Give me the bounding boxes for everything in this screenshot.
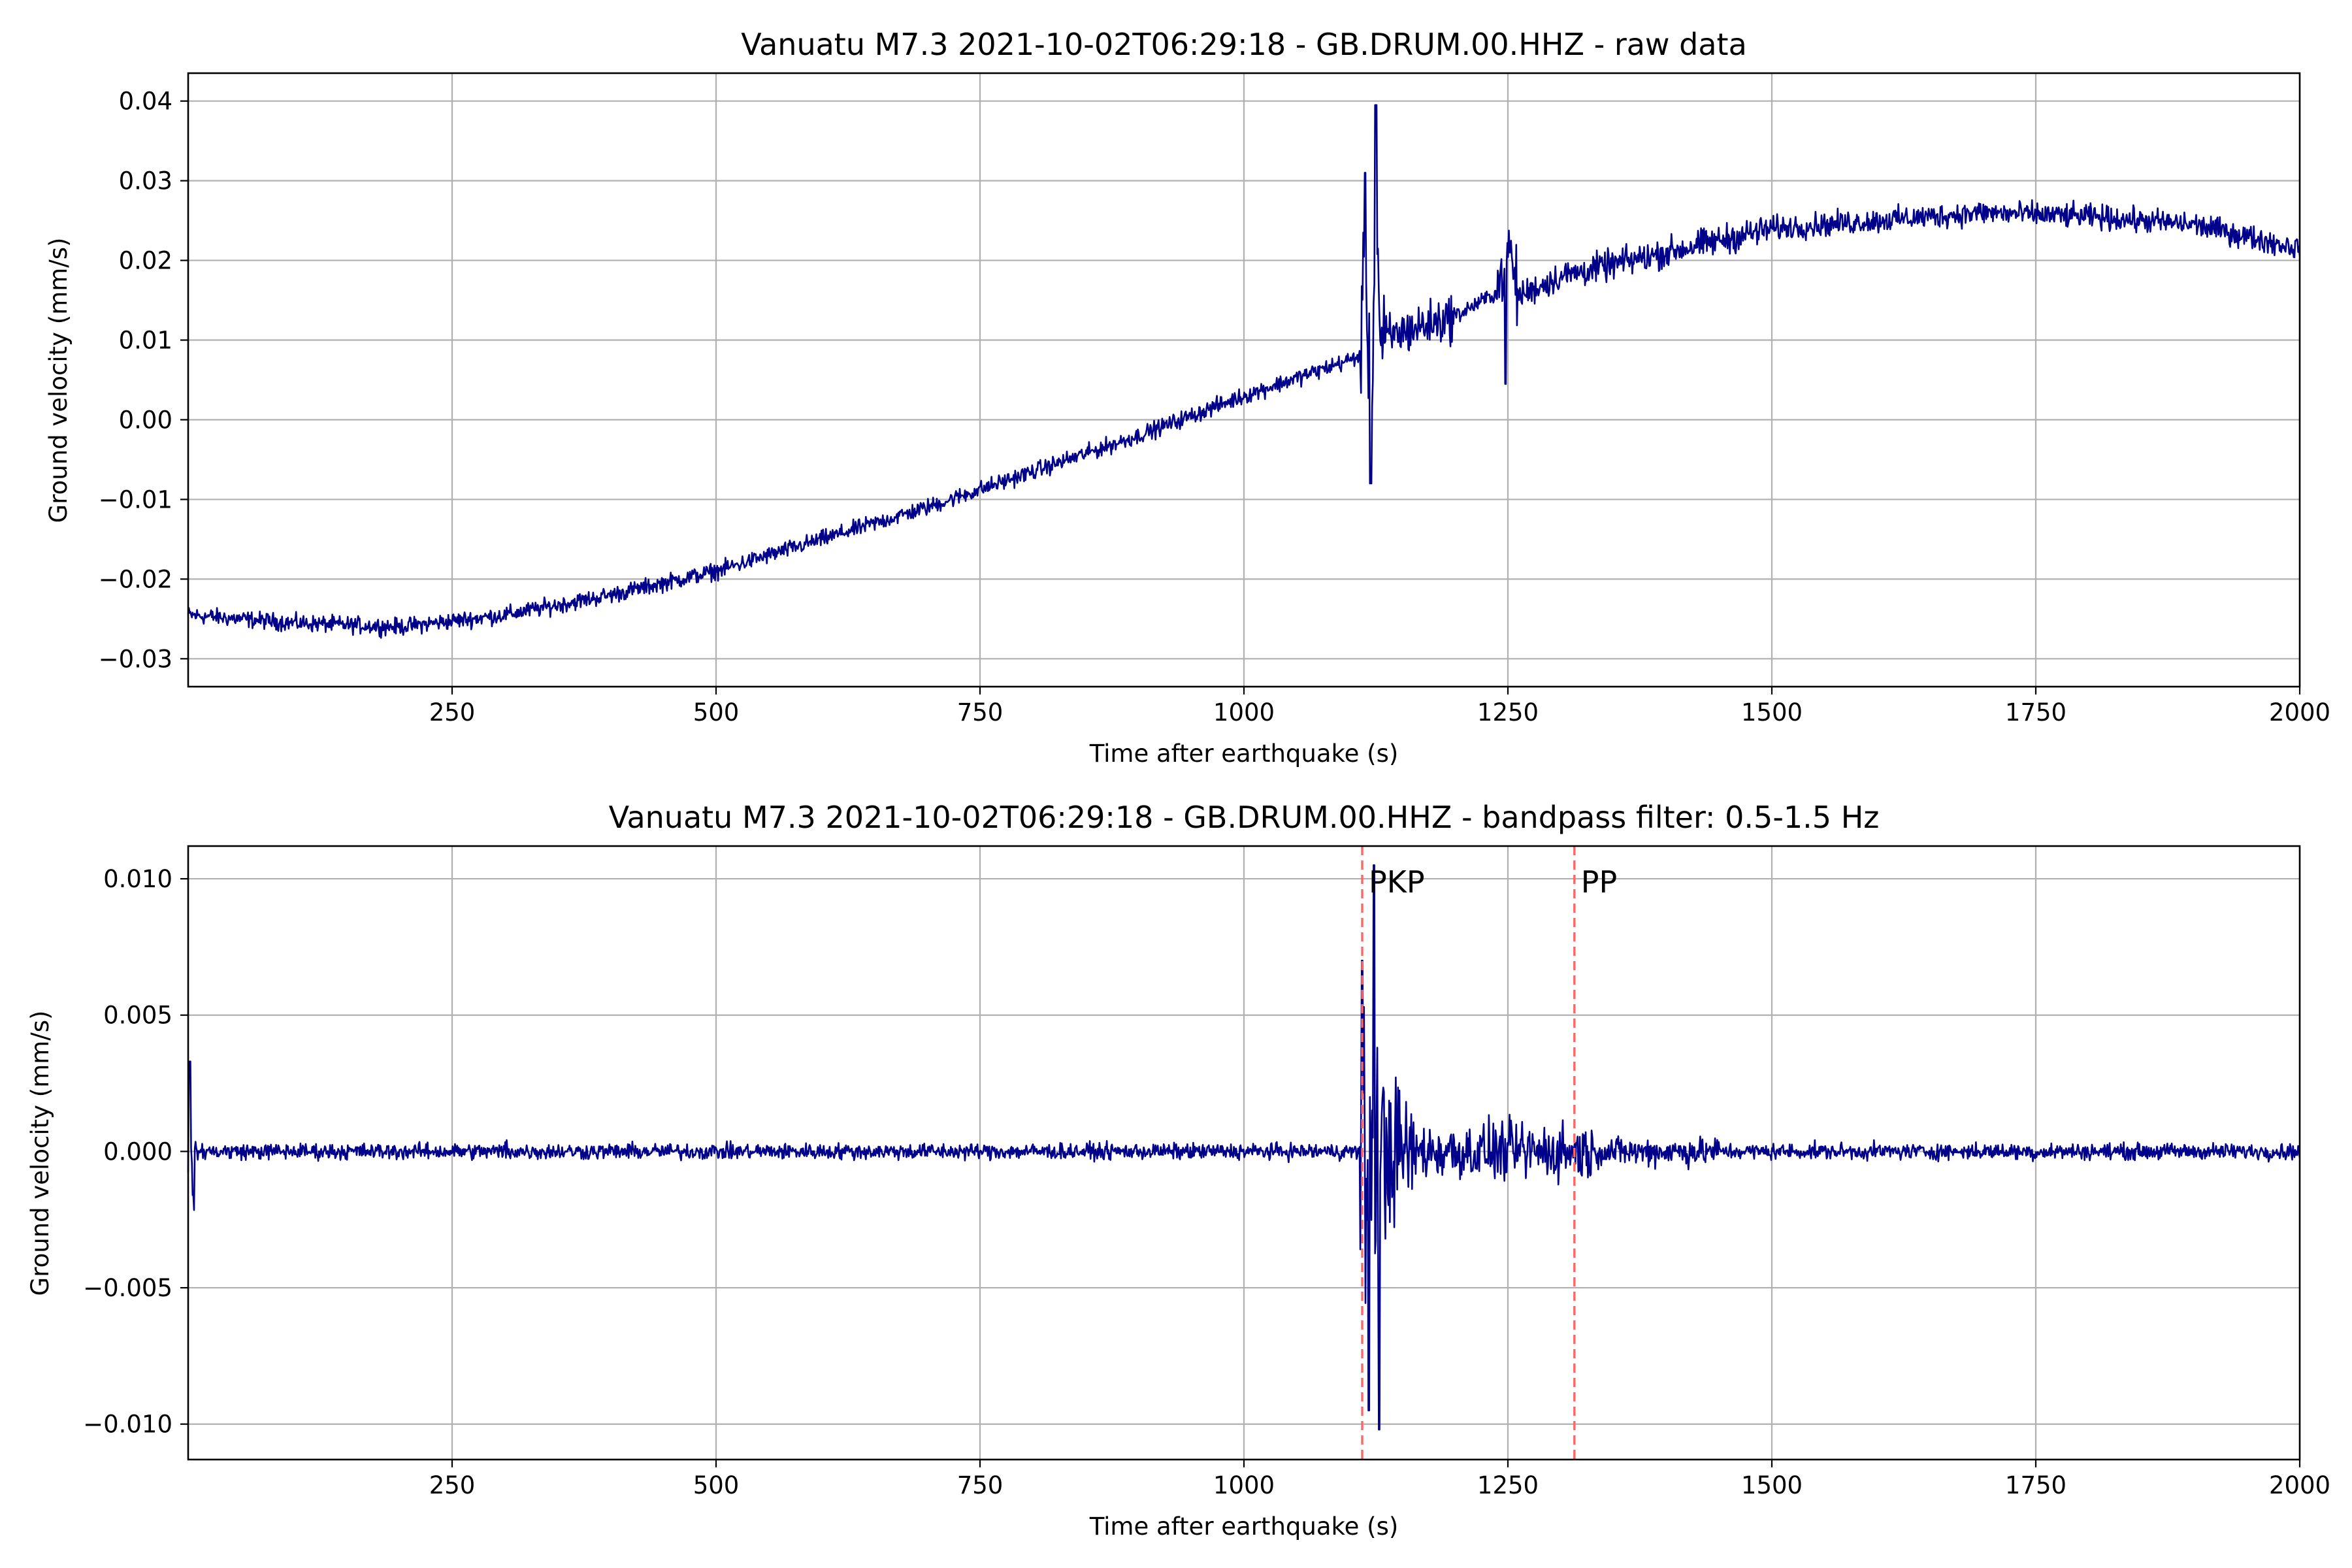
raw-y-tick-label: −0.03	[99, 645, 172, 673]
phase-marker-pkp-label: PKP	[1369, 864, 1425, 900]
raw-x-tick-label: 1500	[1741, 698, 1803, 727]
bandpass-y-tick-label: −0.010	[83, 1411, 172, 1439]
raw-data-panel: Vanuatu M7.3 2021-10-02T06:29:18 - GB.DR…	[44, 27, 2330, 768]
bandpass-x-tick-label: 500	[693, 1471, 740, 1499]
bandpass-ticks: 250 500 750 1000 1250 1500 1750 2000 −0.010 −0.00…	[83, 865, 2330, 1499]
bandpass-x-tick-label: 2000	[2269, 1471, 2330, 1499]
bandpass-y-tick-label: 0.010	[103, 865, 172, 893]
raw-x-tick-label: 2000	[2269, 698, 2330, 727]
bandpass-x-tick-label: 1000	[1213, 1471, 1275, 1499]
raw-y-tick-label: 0.01	[119, 327, 172, 355]
raw-x-tick-label: 1000	[1213, 698, 1275, 727]
bandpass-x-tick-label: 1500	[1741, 1471, 1803, 1499]
raw-y-tick-label: −0.01	[99, 485, 172, 514]
bandpass-x-tick-label: 250	[429, 1471, 476, 1499]
raw-panel-title: Vanuatu M7.3 2021-10-02T06:29:18 - GB.DR…	[741, 27, 1747, 62]
raw-x-tick-label: 750	[957, 698, 1004, 727]
bandpass-y-tick-label: −0.005	[83, 1274, 172, 1302]
bandpass-y-tick-label: 0.000	[103, 1137, 172, 1166]
bandpass-y-tick-label: 0.005	[103, 1002, 172, 1030]
bandpass-x-tick-label: 750	[957, 1471, 1004, 1499]
raw-y-axis-label: Ground velocity (mm/s)	[44, 238, 73, 523]
raw-x-tick-label: 250	[429, 698, 476, 727]
bandpass-panel-title: Vanuatu M7.3 2021-10-02T06:29:18 - GB.DR…	[609, 800, 1880, 835]
raw-x-axis-label: Time after earthquake (s)	[1089, 740, 1399, 768]
bandpass-traces	[187, 864, 2301, 1431]
raw-y-tick-label: 0.03	[119, 167, 172, 195]
raw-y-tick-label: 0.02	[119, 247, 172, 275]
raw-trace-line	[187, 104, 2301, 639]
raw-x-tick-label: 500	[693, 698, 740, 727]
raw-traces	[187, 104, 2301, 639]
raw-x-tick-label: 1250	[1477, 698, 1539, 727]
raw-y-tick-label: −0.02	[99, 565, 172, 593]
phase-marker-pp-label: PP	[1581, 864, 1617, 900]
phase-markers: PKP PP	[1361, 846, 1617, 1460]
bandpass-x-tick-label: 1250	[1477, 1471, 1539, 1499]
bandpass-trace-line	[187, 864, 2301, 1431]
bandpass-grid	[188, 846, 2301, 1460]
raw-y-tick-label: 0.00	[119, 406, 172, 434]
raw-plot-frame	[187, 72, 2301, 688]
raw-y-tick-label: 0.04	[119, 88, 172, 116]
bandpass-plot-frame	[187, 845, 2301, 1461]
raw-grid	[188, 73, 2301, 687]
bandpass-y-axis-label: Ground velocity (mm/s)	[26, 1011, 54, 1296]
bandpass-x-tick-label: 1750	[2005, 1471, 2066, 1499]
raw-x-tick-label: 1750	[2005, 698, 2066, 727]
bandpass-x-axis-label: Time after earthquake (s)	[1089, 1512, 1399, 1541]
bandpass-panel: Vanuatu M7.3 2021-10-02T06:29:18 - GB.DR…	[26, 800, 2330, 1541]
raw-ticks: 250 500 750 1000 1250 1500 1750 2000 −0.03 −0.02 −…	[99, 88, 2330, 727]
